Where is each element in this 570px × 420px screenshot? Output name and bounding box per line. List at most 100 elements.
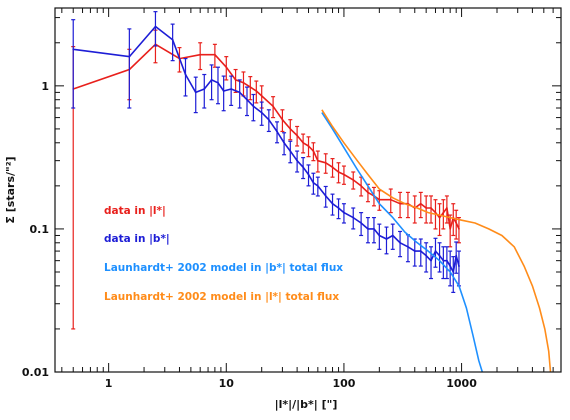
data-point [230,88,233,90]
data-point [337,171,340,173]
series-layer [71,11,552,373]
data-point [249,86,252,88]
data-point [391,234,394,237]
data-point [343,211,345,214]
data-point [307,173,310,176]
data-point [281,118,284,121]
data-point [367,228,369,230]
data-point [399,202,401,205]
data-point [449,228,452,230]
data-point [434,250,437,252]
data-point [352,179,355,181]
series-3 [321,109,552,373]
x-tick-label: 1000 [446,377,477,390]
data-point [194,91,197,94]
legend-entry-model-l: Launhardt+ 2002 model in |l*| total flux [104,291,339,303]
data-point [283,141,285,144]
data-point [425,207,428,209]
data-point [442,211,445,214]
y-tick-label: 0.1 [30,223,50,236]
series-2 [321,112,484,373]
data-point [445,207,448,209]
data-point [438,216,441,219]
data-point [331,166,334,169]
data-point [337,207,340,209]
data-point [154,25,157,28]
y-tick-label: 1 [41,80,49,93]
data-point [343,173,345,176]
data-point [419,250,422,252]
series-line [72,43,460,230]
data-point [242,81,245,84]
data-point [312,150,315,152]
x-axis-title: |l*|/|b*| ["] [275,398,338,411]
legend-entry-model-b: Launhardt+ 2002 model in |b*| total flux [104,262,343,274]
data-point [385,238,388,240]
data-point [373,228,375,230]
plot-frame [54,7,562,373]
data-point [199,53,202,56]
data-point [234,79,237,81]
data-point [324,161,327,164]
data-point [442,259,445,262]
data-point [367,191,369,194]
data-point [413,250,416,252]
data-point [171,38,174,41]
data-point [307,145,310,147]
legend-entry-data-b: data in |b*| [104,233,170,245]
x-tick-label: 10 [219,377,235,390]
data-point [302,141,305,144]
data-point [302,166,305,169]
data-point [389,198,392,201]
data-point [458,265,460,267]
data-point [455,222,458,224]
y-tick-label: 0.01 [22,366,49,379]
data-point [378,234,381,237]
data-point [213,53,216,56]
data-point [238,91,241,94]
data-point [296,159,299,162]
data-point [276,130,278,133]
data-point [399,241,401,244]
legend-entry-data-l: data in |l*| [104,205,166,217]
data-point [289,150,292,152]
series-1 [71,11,461,294]
data-point [203,88,206,90]
data-point [378,198,381,201]
x-tick-label: 100 [332,377,355,390]
data-point [352,216,355,219]
data-point [225,66,228,69]
data-point [255,90,258,92]
data-point [222,90,225,92]
data-point [452,271,455,273]
data-point [217,81,219,84]
data-point [72,48,75,51]
data-point [252,105,255,108]
data-point [260,111,263,114]
data-point [449,265,452,267]
data-point [425,254,428,257]
data-point [296,134,299,137]
axis-layer: 1 10 100 1000 0.01 0.1 1 [22,8,562,390]
data-point [312,181,315,184]
y-axis-title: Σ [stars/"²] [4,156,17,223]
data-point [184,73,187,76]
data-point [267,118,270,121]
data-point [324,195,327,197]
legend: data in |l*| data in |b*| Launhardt+ 200… [104,205,343,303]
data-point [210,79,213,81]
data-point [434,211,437,214]
data-point [331,202,334,205]
data-point [246,98,248,101]
data-point [360,222,363,224]
data-point [407,245,409,248]
data-point [316,184,319,187]
data-point [289,128,292,130]
data-point [419,202,422,205]
data-point [445,259,448,262]
data-point [455,254,458,257]
data-point [316,159,319,162]
x-tick-label: 1 [105,377,113,390]
